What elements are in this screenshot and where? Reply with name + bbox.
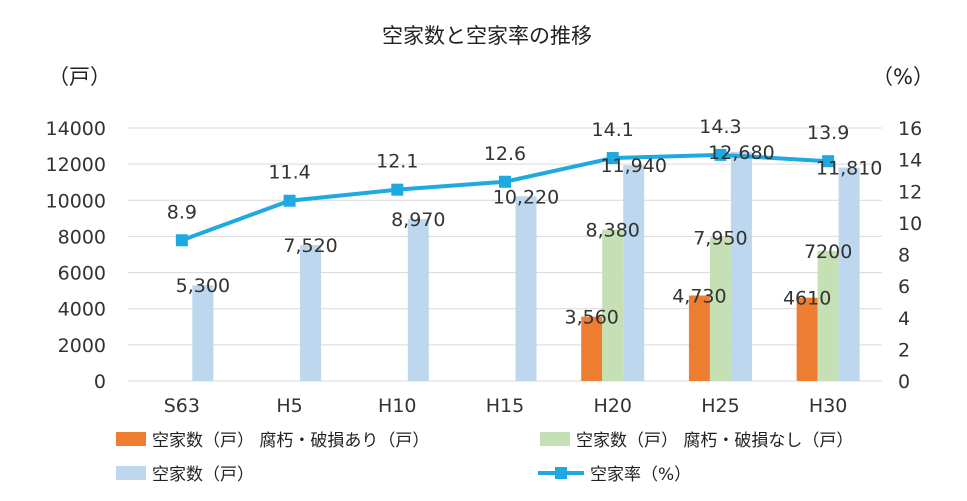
y-right-tick-label: 16 (898, 118, 922, 140)
y-right-axis: 0 2 4 6 8 10 12 14 16 (898, 118, 922, 393)
vacancy-rate-line (175, 148, 835, 247)
y-right-tick-label: 0 (898, 371, 910, 393)
y-left-tick-label: 2000 (58, 335, 106, 357)
y-right-tick-label: 10 (898, 213, 922, 235)
bar (515, 196, 537, 381)
bar (838, 167, 860, 381)
y-left-tick-label: 14000 (46, 118, 106, 140)
bar (688, 295, 710, 381)
legend-label-vacancy-rate: 空家率（%） (590, 465, 691, 485)
y-left-tick-label: 10000 (46, 190, 106, 212)
x-tick-label: H10 (378, 395, 416, 417)
bar (407, 218, 429, 381)
legend-item-vacancy-rate: 空家率（%） (538, 465, 691, 485)
y-left-tick-label: 6000 (58, 263, 106, 285)
x-tick-label: H15 (486, 395, 524, 417)
bar-data-label: 5,300 (176, 275, 230, 297)
bar-data-label: 8,380 (586, 220, 640, 242)
bar (602, 229, 624, 381)
bars (192, 151, 860, 381)
line-marker (714, 148, 727, 161)
y-right-tick-label: 12 (898, 181, 922, 203)
bar (796, 297, 818, 381)
line-marker (499, 175, 511, 188)
gridlines (128, 127, 882, 382)
bar-data-label: 4610 (783, 288, 831, 310)
line-marker (391, 183, 404, 196)
legend-marker-vacancy-rate (555, 467, 567, 479)
y-left-axis: 0 2000 4000 6000 8000 10000 12000 14000 (46, 118, 106, 393)
line-data-label: 8.9 (167, 201, 197, 223)
y-left-tick-label: 0 (94, 371, 106, 393)
legend-label-not-damaged: 空家数（戸） 腐朽・破損なし（戸） (576, 431, 853, 451)
x-axis: S63 H5 H10 H15 H20 H25 H30 (164, 395, 848, 417)
y-right-tick-label: 4 (898, 308, 910, 330)
legend-swatch-damaged (116, 432, 146, 446)
y-right-tick-label: 6 (898, 276, 910, 298)
bar-data-label: 3,560 (565, 307, 619, 329)
bar-data-label: 11,810 (816, 158, 882, 180)
bar-data-label: 7,950 (693, 227, 747, 249)
bar-data-label: 8,970 (391, 209, 445, 231)
line-data-label: 12.1 (376, 151, 418, 173)
chart-title: 空家数と空家率の推移 (382, 24, 592, 48)
y-left-unit: （戸） (48, 65, 111, 89)
line-data-label: 13.9 (807, 122, 849, 144)
bar (817, 250, 839, 381)
line-marker (283, 194, 296, 207)
bar (581, 316, 603, 381)
y-left-tick-label: 12000 (46, 154, 106, 176)
x-tick-label: H5 (276, 395, 302, 417)
bar-data-label: 10,220 (493, 186, 559, 208)
line-data-label: 12.6 (484, 143, 526, 165)
line-marker (822, 155, 835, 168)
bar-data-label: 7,520 (283, 235, 337, 257)
legend-item-vacant-total: 空家数（戸） (116, 465, 254, 485)
y-right-tick-label: 2 (898, 339, 910, 361)
bar (300, 245, 322, 381)
bar (709, 237, 731, 381)
x-tick-label: H20 (593, 395, 631, 417)
line-marker (606, 152, 619, 165)
x-tick-label: H30 (809, 395, 847, 417)
data-labels: 3,560 4,730 4610 8,380 7,950 7200 5,300 7,520 8,… (167, 116, 883, 329)
line-data-label: 14.1 (592, 119, 634, 141)
bar (192, 285, 214, 381)
bar-data-label: 7200 (804, 241, 852, 263)
line-data-label: 14.3 (699, 116, 741, 138)
x-tick-label: S63 (164, 395, 200, 417)
legend-item-damaged: 空家数（戸） 腐朽・破損あり（戸） (116, 431, 429, 451)
bar-data-label: 12,680 (708, 142, 774, 164)
line-data-label: 11.4 (268, 162, 310, 184)
y-right-tick-label: 14 (898, 150, 922, 172)
legend-label-damaged: 空家数（戸） 腐朽・破損あり（戸） (152, 431, 429, 451)
y-left-tick-label: 4000 (58, 299, 106, 321)
legend-swatch-vacant-total (116, 466, 146, 480)
y-left-tick-label: 8000 (58, 226, 106, 248)
legend: 空家数（戸） 腐朽・破損あり（戸） 空家数（戸） 腐朽・破損なし（戸） 空家数（… (116, 431, 853, 485)
bar-data-label: 4,730 (672, 286, 726, 308)
bar (730, 151, 752, 381)
bar-data-label: 11,940 (600, 155, 666, 177)
legend-item-not-damaged: 空家数（戸） 腐朽・破損なし（戸） (540, 431, 853, 451)
line-marker (175, 234, 188, 247)
x-tick-label: H25 (701, 395, 739, 417)
legend-label-vacant-total: 空家数（戸） (152, 465, 254, 485)
y-right-tick-label: 8 (898, 245, 910, 267)
legend-swatch-not-damaged (540, 432, 570, 446)
y-right-unit: （%） (872, 65, 934, 89)
bar (623, 165, 645, 381)
